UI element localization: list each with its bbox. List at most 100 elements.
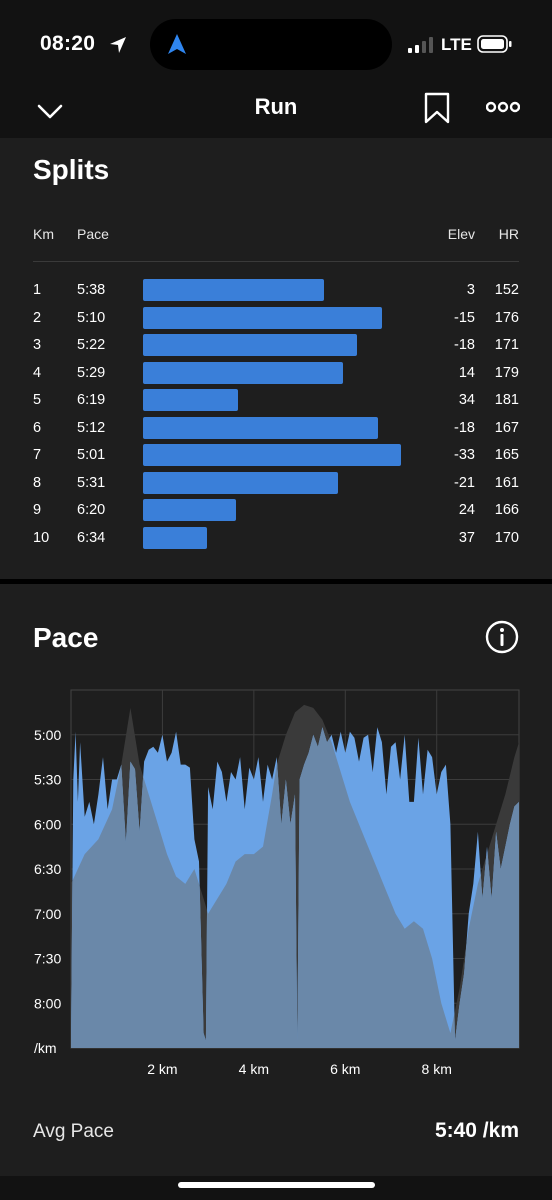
split-pace: 5:31: [77, 474, 106, 491]
splits-table: 1 5:38 3 152 2 5:10 -15 176 3 5:22 -18 171 4 5:29 14 17…: [0, 278, 552, 553]
status-bar: 08:20 LTE: [0, 0, 552, 84]
header-km: Km: [33, 226, 54, 242]
split-km: 2: [33, 309, 42, 326]
status-time: 08:20: [40, 32, 96, 55]
cellular-signal-icon: [408, 37, 433, 53]
split-pace-bar: [143, 471, 339, 494]
home-indicator[interactable]: [178, 1182, 375, 1188]
split-pace-bar: [143, 279, 324, 301]
x-tick-label: 2 km: [147, 1061, 177, 1077]
split-row: 3 5:22 -18 171: [0, 333, 552, 361]
split-km: 5: [33, 392, 42, 408]
split-hr: 181: [494, 392, 519, 408]
header-elev: Elev: [447, 226, 475, 242]
y-tick-label: 8:00: [34, 995, 61, 1011]
split-pace-bar: [143, 416, 379, 439]
split-pace: 5:29: [77, 364, 106, 381]
split-row: 7 5:01 -33 165: [0, 443, 552, 471]
y-tick-label: /km: [34, 1040, 57, 1056]
y-tick-label: 6:00: [34, 816, 61, 832]
split-pace: 6:19: [77, 392, 106, 408]
x-tick-label: 4 km: [239, 1061, 269, 1077]
chevron-down-icon[interactable]: [36, 97, 64, 125]
split-pace: 5:10: [77, 309, 106, 326]
y-tick-label: 5:00: [34, 727, 61, 743]
splits-card: Splits Km Pace Elev HR 1 5:38 3 152 2 5:10 -15…: [0, 138, 552, 579]
split-pace-bar: [143, 444, 401, 466]
avg-pace-value: 5:40 /km: [434, 1119, 519, 1142]
split-pace-bar: [143, 361, 343, 384]
split-pace-bar: [143, 389, 239, 411]
y-tick-label: 5:30: [34, 772, 61, 788]
split-pace: 5:38: [77, 282, 106, 298]
split-pace-bar: [143, 499, 237, 521]
split-km: 3: [33, 337, 42, 353]
split-hr: 165: [494, 447, 519, 463]
split-pace: 5:22: [77, 337, 106, 353]
split-row: 2 5:10 -15 176: [0, 306, 552, 334]
battery-icon: [477, 35, 512, 53]
split-pace: 5:12: [77, 419, 106, 436]
y-tick-label: 7:00: [34, 906, 61, 922]
split-pace-bar: [143, 306, 383, 329]
split-hr: 161: [494, 474, 519, 491]
split-hr: 152: [494, 282, 519, 298]
header-divider: [33, 261, 519, 262]
more-options-icon[interactable]: [486, 99, 520, 115]
location-arrow-icon: [110, 37, 126, 53]
x-tick-label: 8 km: [422, 1061, 452, 1077]
bookmark-icon[interactable]: [423, 91, 451, 125]
split-hr: 171: [494, 337, 519, 353]
section-divider: [0, 579, 552, 584]
split-km: 7: [33, 447, 42, 463]
header-pace: Pace: [77, 226, 109, 242]
header-hr: HR: [498, 226, 519, 242]
split-hr: 167: [494, 419, 519, 436]
split-km: 10: [33, 529, 50, 546]
split-row: 10 6:34 37 170: [0, 526, 552, 554]
split-pace: 5:01: [77, 447, 106, 463]
split-row: 8 5:31 -21 161: [0, 471, 552, 499]
split-elev: -18: [454, 337, 475, 353]
split-pace: 6:20: [77, 502, 106, 518]
splits-title: Splits: [33, 154, 110, 185]
split-elev: -33: [454, 447, 475, 463]
split-elev: -18: [454, 419, 475, 436]
split-km: 9: [33, 502, 42, 518]
navigation-arrow-icon: [168, 34, 186, 54]
split-elev: 34: [458, 392, 475, 408]
split-hr: 166: [494, 502, 519, 518]
split-row: 9 6:20 24 166: [0, 498, 552, 526]
pace-title: Pace: [33, 622, 99, 653]
split-km: 8: [33, 474, 42, 491]
y-tick-label: 6:30: [34, 861, 61, 877]
split-pace-bar: [143, 334, 358, 356]
split-row: 4 5:29 14 179: [0, 361, 552, 389]
split-elev: -21: [454, 474, 475, 491]
pace-chart: 5:00 5:30 6:00 6:30 7:00 7:30 8:00/km 2 km 4 km 6…: [34, 689, 520, 1077]
split-row: 6 5:12 -18 167: [0, 416, 552, 444]
split-km: 1: [33, 282, 42, 298]
y-tick-label: 7:30: [34, 951, 61, 967]
split-hr: 170: [494, 529, 519, 546]
split-elev: 3: [466, 282, 475, 298]
split-hr: 176: [494, 309, 519, 326]
avg-pace-label: Avg Pace: [33, 1121, 114, 1142]
x-tick-label: 6 km: [330, 1061, 360, 1077]
dynamic-island: [150, 19, 392, 70]
split-elev: -15: [454, 309, 475, 326]
network-type: LTE: [441, 35, 472, 54]
split-elev: 24: [458, 502, 475, 518]
split-elev: 14: [458, 364, 475, 381]
split-km: 4: [33, 364, 42, 381]
pace-card: Pace 5:00 5:30 6:00 6:30 7:00 7:30 8:00/km 2 km…: [0, 584, 552, 1176]
split-pace: 6:34: [77, 529, 106, 546]
info-icon[interactable]: [485, 620, 519, 654]
split-row: 5 6:19 34 181: [0, 388, 552, 416]
split-km: 6: [33, 419, 42, 436]
split-row: 1 5:38 3 152: [0, 278, 552, 306]
split-elev: 37: [458, 529, 475, 546]
nav-bar: Run: [0, 84, 552, 138]
page-title: Run: [254, 94, 298, 119]
split-hr: 179: [494, 364, 519, 381]
